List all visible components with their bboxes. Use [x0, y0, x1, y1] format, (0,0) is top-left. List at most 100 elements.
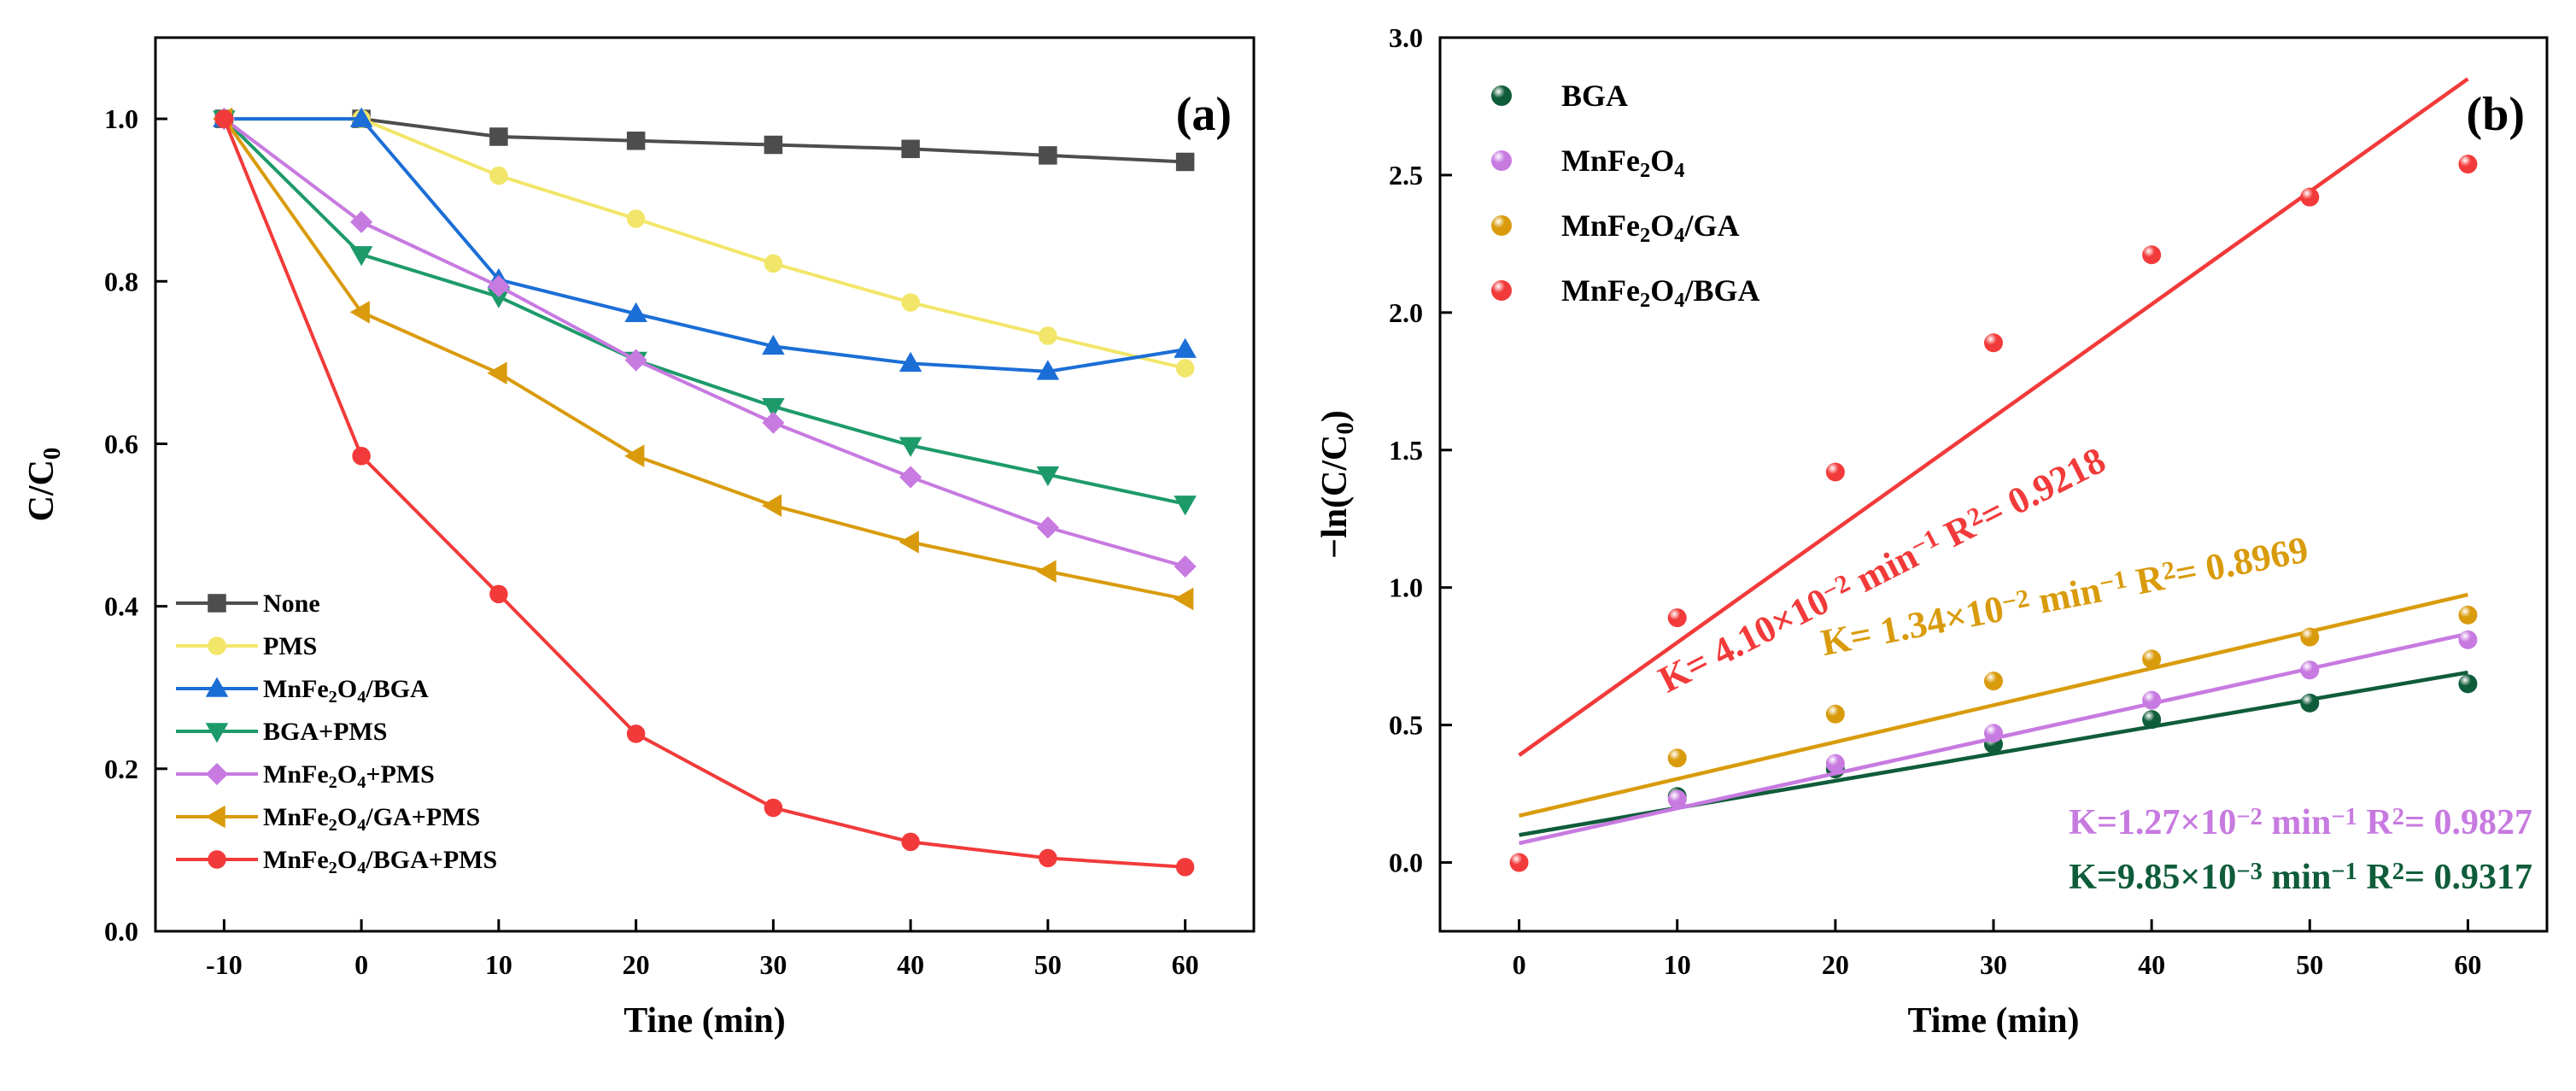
legend-label-part: 2 — [329, 688, 337, 707]
legend-marker — [1491, 215, 1512, 236]
legend-label-part: MnFe — [263, 675, 329, 703]
legend-label-part: 4 — [357, 859, 366, 877]
annotation-mnfe2o4-part: −1 — [2331, 804, 2357, 830]
legend-marker — [208, 636, 226, 655]
data-point — [489, 127, 508, 146]
legend-marker — [205, 762, 229, 786]
y-axis-label-part: −ln(C/C — [1315, 435, 1355, 559]
data-point — [2142, 245, 2162, 265]
plot-frame — [154, 36, 1256, 933]
annotation-mnfe2o4-ga-part: −1 — [2097, 565, 2129, 597]
series-line — [222, 117, 1186, 506]
legend-label-part: O — [1650, 208, 1674, 243]
x-tick-label: 0 — [1513, 949, 1526, 980]
annotation-bga-part: K=9.85×10 — [2069, 858, 2236, 897]
legend-label-part: /GA+PMS — [365, 803, 480, 831]
y-tick-label: 0.6 — [104, 428, 138, 459]
data-point — [1984, 672, 2003, 691]
series-line — [224, 117, 1186, 373]
legend-marker — [208, 850, 226, 869]
data-point — [899, 351, 922, 372]
y-tick-label: 0.2 — [104, 754, 138, 784]
data-point — [899, 437, 922, 457]
legend-label-part: 4 — [1674, 224, 1684, 247]
x-tick-label: 10 — [1664, 949, 1691, 980]
data-point — [1039, 326, 1057, 345]
legend-label-part: O — [1650, 144, 1674, 178]
fit-line — [1518, 77, 2469, 757]
series-line — [222, 117, 1186, 601]
annotation-mnfe2o4-ga-part: min — [2026, 569, 2105, 624]
annotation-mnfe2o4-ga-part: K= 1.34×10 — [1818, 588, 2007, 664]
annotation-bga-part: −1 — [2331, 859, 2357, 885]
legend-label: PMS — [263, 632, 317, 660]
y-axis-label-part: C/C — [22, 460, 61, 521]
x-axis-label: Time (min) — [1907, 1001, 2079, 1041]
data-point — [349, 107, 373, 127]
annotation-mnfe2o4-bga: K= 4.10×10−2 min−1 R2= 0.9218 — [1652, 439, 2112, 701]
data-point — [352, 446, 371, 466]
y-tick-label: 0.0 — [104, 916, 138, 947]
annotation-bga-part: min — [2263, 858, 2332, 897]
y-tick-label: 0.4 — [104, 591, 138, 622]
data-point — [1036, 560, 1057, 584]
data-point — [1825, 704, 1845, 724]
legend-label: MnFe2O4/BGA+PMS — [263, 846, 497, 877]
legend-label-part: O — [1650, 273, 1674, 308]
x-tick-label: 40 — [2138, 949, 2165, 980]
legend-label-part: /GA — [1683, 208, 1739, 243]
data-point — [899, 531, 919, 554]
annotation-mnfe2o4-part: 2 — [2392, 804, 2404, 830]
legend: NonePMSMnFe2O4/BGABGA+PMSMnFe2O4+PMSMnFe… — [176, 589, 497, 877]
legend-label-part: BGA — [1561, 79, 1628, 113]
y-tick-label: 3.0 — [1389, 22, 1423, 53]
data-point — [1984, 724, 2003, 743]
y-axis-label: C/C0 — [22, 448, 66, 522]
legend-marker — [205, 805, 225, 829]
data-point — [626, 209, 646, 228]
legend-marker — [1491, 150, 1512, 171]
x-tick-label: 60 — [2454, 949, 2481, 980]
series-MnFe2O4/GA — [1519, 592, 2478, 818]
legend-label-part: /BGA — [1683, 273, 1759, 308]
series-line — [224, 117, 1186, 164]
data-point — [489, 584, 508, 604]
x-tick-label: 20 — [623, 949, 650, 980]
legend-label: MnFe2O4 — [1561, 144, 1684, 182]
data-point — [1036, 360, 1060, 380]
data-point — [1174, 337, 1197, 358]
data-point — [626, 724, 646, 743]
y-tick-label: 2.5 — [1389, 160, 1423, 191]
data-point — [624, 302, 647, 323]
data-point — [1175, 858, 1195, 877]
y-axis-label-part: 0 — [38, 448, 66, 460]
data-point — [2142, 690, 2162, 710]
legend-label-part: /BGA+PMS — [365, 846, 497, 874]
legend-label-part: O — [337, 760, 357, 789]
data-point — [1039, 848, 1057, 868]
x-tick-label: 10 — [485, 949, 512, 980]
data-point — [1175, 359, 1195, 378]
y-axis-label-part: 0 — [1332, 422, 1359, 435]
annotation-mnfe2o4-ga-part: −2 — [1999, 584, 2032, 616]
data-point — [2458, 155, 2478, 174]
x-tick-label: 40 — [897, 949, 924, 980]
annotation-mnfe2o4-part: = 0.9827 — [2404, 803, 2532, 842]
legend-label-part: 2 — [329, 773, 337, 792]
annotation-bga: K=9.85×10−3 min−1 R2= 0.9317 — [2069, 858, 2532, 897]
legend-marker — [1491, 85, 1512, 106]
data-point — [1509, 853, 1529, 872]
y-tick-label: 0.8 — [104, 266, 138, 296]
legend-label-part: MnFe — [263, 846, 329, 874]
data-point — [624, 444, 645, 468]
legend-label-part: MnFe — [1561, 208, 1640, 243]
annotation-mnfe2o4-ga-part: = 0.8969 — [2172, 528, 2312, 595]
annotation-mnfe2o4-part: R — [2357, 803, 2393, 842]
data-point — [2458, 630, 2478, 649]
legend-label-part: O — [337, 803, 357, 831]
series-MnFe2O4 — [1519, 630, 2478, 846]
legend-label-part: O — [337, 675, 357, 703]
data-point — [487, 361, 507, 385]
